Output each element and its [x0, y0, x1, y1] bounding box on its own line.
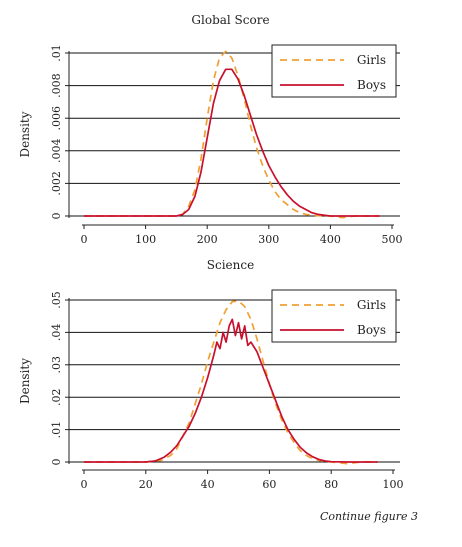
x-tick-label: 400 — [320, 233, 341, 246]
y-tick-label: .05 — [50, 291, 63, 309]
y-tick-label: 0 — [50, 459, 63, 466]
legend-box — [271, 289, 397, 343]
y-tick-label: .01 — [50, 421, 63, 439]
chart-title: Global Score — [191, 13, 269, 27]
y-tick-label: .008 — [50, 73, 63, 98]
y-tick-label: .04 — [50, 324, 63, 342]
y-tick-label: 0 — [50, 213, 63, 220]
legend-label-boys: Boys — [357, 323, 386, 337]
legend-label-boys: Boys — [357, 78, 386, 92]
legend: Girls Boys — [271, 44, 397, 98]
y-tick-label: .002 — [50, 171, 63, 196]
x-tick-label: 0 — [81, 233, 88, 246]
series-line-girls — [84, 300, 378, 465]
y-tick-label: .03 — [50, 356, 63, 374]
y-tick-label: .006 — [50, 106, 63, 131]
x-tick-label: 0 — [81, 478, 88, 491]
series-line-girls — [84, 50, 380, 219]
y-tick-label: .004 — [50, 139, 63, 164]
legend-label-girls: Girls — [357, 53, 386, 67]
x-tick-label: 40 — [201, 478, 215, 491]
x-tick-label: 300 — [258, 233, 279, 246]
x-tick-label: 100 — [383, 478, 404, 491]
series-line-boys — [84, 68, 380, 217]
legend: Girls Boys — [271, 289, 397, 343]
y-axis-label: Density — [18, 111, 32, 157]
x-tick-label: 80 — [324, 478, 338, 491]
x-tick-label: 60 — [262, 478, 276, 491]
continue-note: Continue figure 3 — [320, 510, 418, 523]
chart-1: Global Score 0 .002 .004 .006 .008 .01 0 100 200 3… — [18, 13, 403, 246]
y-tick-label: .02 — [50, 388, 63, 406]
x-tick-label: 500 — [382, 233, 403, 246]
x-tick-label: 200 — [197, 233, 218, 246]
legend-box — [271, 44, 397, 98]
chart-2: Science 0 .01 .02 .03 .04 .05 0 20 40 60 80 100 Densi… — [18, 258, 404, 491]
y-axis-label: Density — [18, 358, 32, 404]
legend-label-girls: Girls — [357, 298, 386, 312]
x-tick-label: 20 — [139, 478, 153, 491]
chart-title: Science — [207, 258, 254, 272]
series-line-boys — [84, 318, 378, 463]
x-tick-label: 100 — [135, 233, 156, 246]
y-tick-label: .01 — [50, 44, 63, 62]
